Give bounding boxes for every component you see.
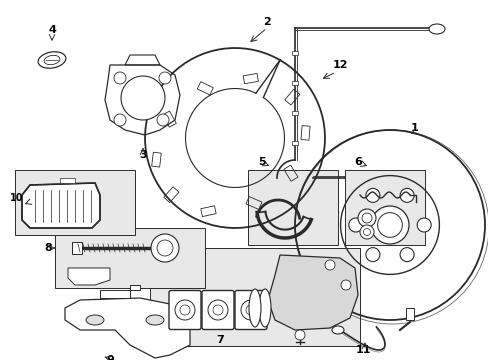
Polygon shape xyxy=(68,268,110,285)
Circle shape xyxy=(363,229,370,235)
Text: 8: 8 xyxy=(44,243,52,253)
Circle shape xyxy=(359,225,373,239)
Circle shape xyxy=(159,72,171,84)
Circle shape xyxy=(157,240,173,256)
Text: 12: 12 xyxy=(331,60,347,70)
Circle shape xyxy=(361,213,371,223)
Text: 4: 4 xyxy=(48,25,56,35)
Bar xyxy=(201,206,216,217)
Text: 10: 10 xyxy=(10,193,23,203)
Circle shape xyxy=(294,330,305,340)
Circle shape xyxy=(157,114,169,126)
Bar xyxy=(163,187,179,203)
Circle shape xyxy=(114,72,126,84)
Bar xyxy=(243,73,258,84)
Bar xyxy=(291,51,297,55)
Bar xyxy=(15,170,135,235)
Ellipse shape xyxy=(86,315,104,325)
Ellipse shape xyxy=(331,326,343,334)
Circle shape xyxy=(151,234,179,262)
Circle shape xyxy=(241,300,261,320)
Polygon shape xyxy=(100,285,140,298)
Circle shape xyxy=(114,114,126,126)
Bar xyxy=(72,242,82,254)
Bar xyxy=(150,248,359,346)
Text: 6: 6 xyxy=(353,157,361,167)
Bar xyxy=(55,228,204,288)
Bar xyxy=(247,170,337,245)
Bar xyxy=(291,141,297,145)
Bar xyxy=(291,81,297,85)
Text: 3: 3 xyxy=(139,150,146,160)
Circle shape xyxy=(175,300,195,320)
Text: 11: 11 xyxy=(354,345,370,355)
Text: 2: 2 xyxy=(263,17,270,27)
Polygon shape xyxy=(267,255,357,330)
Bar xyxy=(245,197,262,210)
Bar xyxy=(301,126,309,140)
Bar xyxy=(197,82,213,95)
Circle shape xyxy=(121,76,164,120)
Bar xyxy=(151,152,161,167)
Bar xyxy=(405,308,413,320)
Circle shape xyxy=(377,213,402,237)
Ellipse shape xyxy=(146,315,163,325)
Polygon shape xyxy=(22,183,100,228)
Text: 1: 1 xyxy=(410,123,418,133)
Bar xyxy=(284,165,297,181)
Ellipse shape xyxy=(248,289,261,327)
Polygon shape xyxy=(65,298,190,358)
Text: 7: 7 xyxy=(216,335,224,345)
Text: 9: 9 xyxy=(106,355,114,360)
Bar xyxy=(60,178,75,183)
Circle shape xyxy=(365,188,379,202)
Circle shape xyxy=(357,209,375,227)
Circle shape xyxy=(416,218,430,232)
Bar xyxy=(345,170,424,245)
FancyBboxPatch shape xyxy=(235,291,266,329)
Ellipse shape xyxy=(259,289,270,327)
Ellipse shape xyxy=(38,52,66,68)
Circle shape xyxy=(180,305,190,315)
Text: 5: 5 xyxy=(258,157,265,167)
Ellipse shape xyxy=(428,24,444,34)
Circle shape xyxy=(399,248,413,262)
Circle shape xyxy=(207,300,227,320)
Bar xyxy=(162,111,176,127)
Circle shape xyxy=(340,280,350,290)
Circle shape xyxy=(245,305,256,315)
Bar xyxy=(284,89,299,105)
Circle shape xyxy=(213,305,223,315)
Circle shape xyxy=(399,188,413,202)
FancyBboxPatch shape xyxy=(202,291,234,329)
Circle shape xyxy=(348,218,362,232)
Circle shape xyxy=(370,206,408,244)
Circle shape xyxy=(365,248,379,262)
FancyBboxPatch shape xyxy=(169,291,201,329)
Circle shape xyxy=(325,260,334,270)
Bar xyxy=(291,111,297,115)
